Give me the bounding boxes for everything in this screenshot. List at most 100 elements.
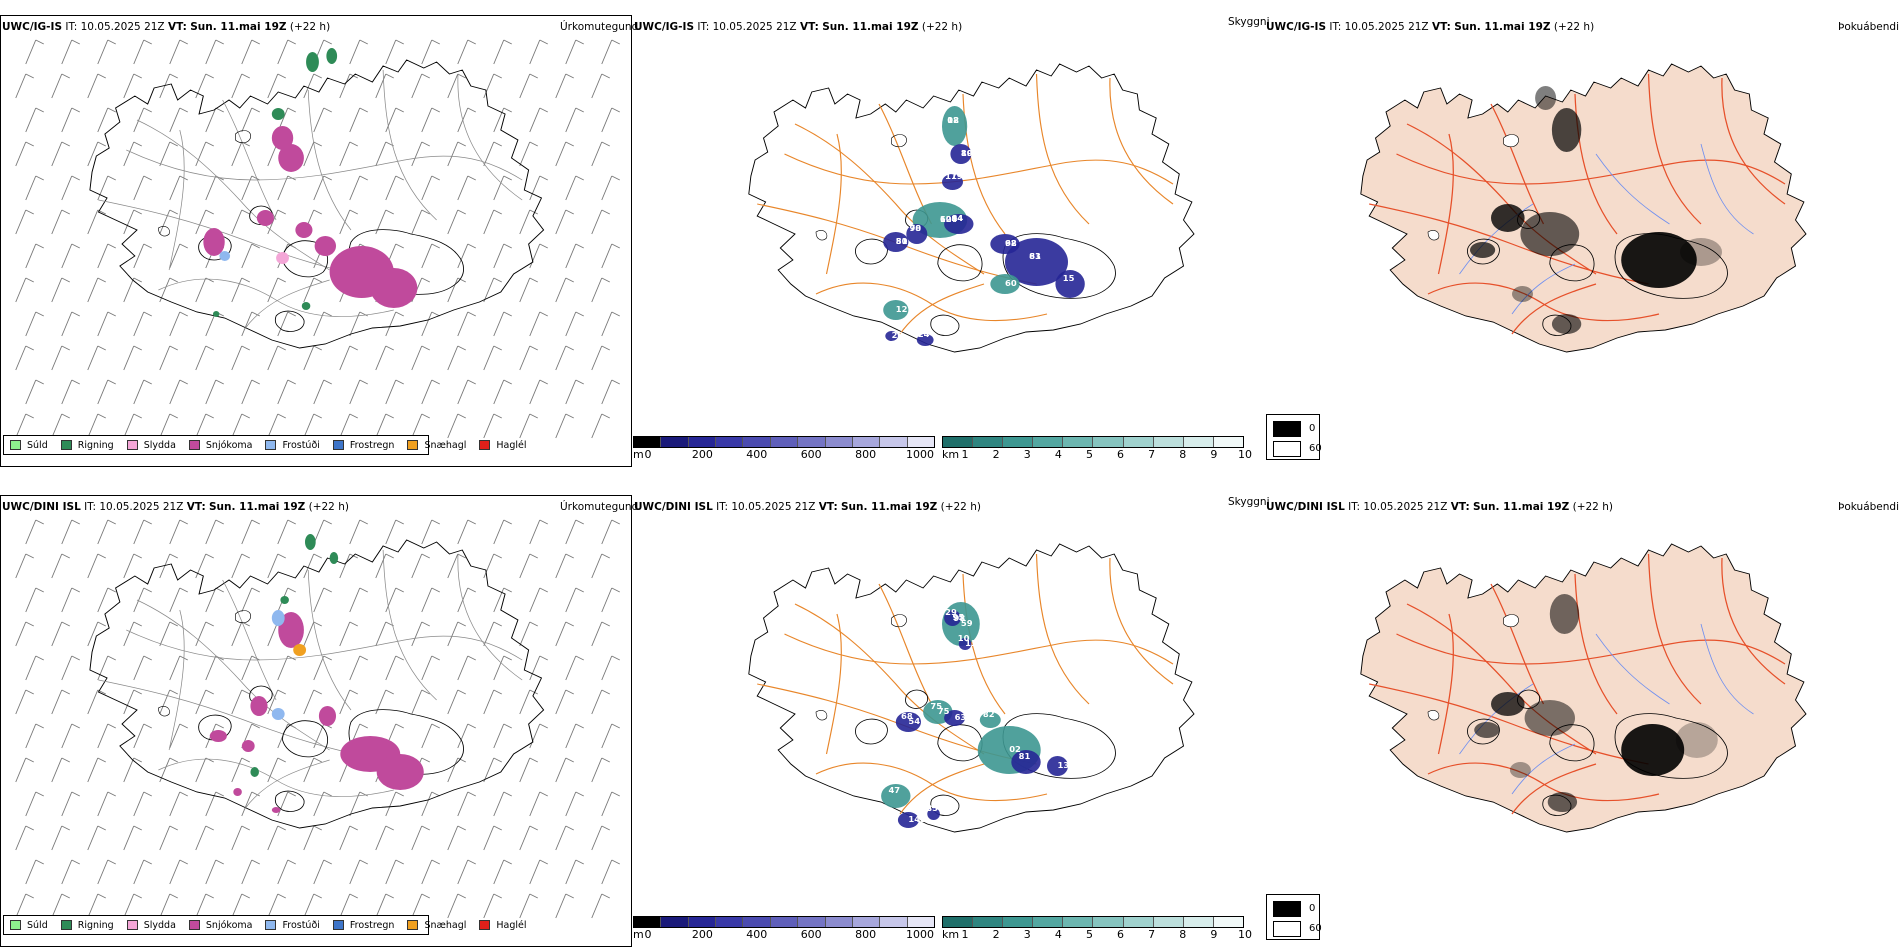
wind-barb	[195, 73, 214, 99]
legend-label: Snjókoma	[205, 439, 253, 451]
river-line	[1459, 683, 1534, 755]
wind-barb	[123, 825, 142, 851]
rain-area	[271, 108, 285, 120]
colorbar-segment	[798, 917, 826, 927]
colorbar-segment	[634, 917, 662, 927]
wind-barb	[25, 587, 44, 613]
value-label: 75	[938, 706, 950, 716]
wind-barb	[159, 621, 178, 647]
wind-barb	[385, 791, 404, 817]
wind-barb	[411, 689, 430, 715]
wind-barb	[375, 553, 394, 579]
wind-barb	[591, 141, 610, 167]
wind-barb	[97, 859, 116, 885]
wind-barb	[601, 311, 620, 337]
wind-barb	[447, 553, 466, 579]
wind-barb	[159, 689, 178, 715]
road-line	[899, 763, 985, 815]
value-label: 70	[909, 223, 921, 233]
wind-barb	[555, 689, 574, 715]
legend-swatch	[479, 440, 491, 450]
wind-barb	[159, 345, 178, 371]
fog-legend-label: 0	[1309, 903, 1316, 914]
wind-barb	[421, 587, 440, 613]
wind-barb	[61, 723, 80, 749]
wind-barb	[601, 587, 620, 613]
wind-barb	[519, 553, 538, 579]
run-header-bottom: UWC/DINI ISL IT: 10.05.2025 21Z VT: Sun.…	[2, 501, 349, 513]
glacier-outline	[274, 790, 305, 812]
colorbar-tick-label: 1000	[906, 448, 934, 461]
wind-barb	[457, 723, 476, 749]
legend-label: Súld	[27, 439, 48, 451]
wind-barb	[313, 379, 332, 405]
glacier-outline	[855, 238, 888, 265]
wind-barb	[421, 175, 440, 201]
precip-type-map-top	[15, 39, 620, 439]
wind-barb	[241, 791, 260, 817]
wind-barb	[555, 209, 574, 235]
fog-area	[1535, 86, 1557, 110]
wind-barb	[519, 209, 538, 235]
wind-barb	[555, 825, 574, 851]
wind-barb	[61, 791, 80, 817]
wind-barb	[447, 277, 466, 303]
colorbar-segment	[825, 917, 853, 927]
coastline	[748, 543, 1195, 833]
fog-area	[1512, 286, 1533, 302]
low-cloud-area	[944, 710, 966, 726]
value-label: 11	[965, 638, 977, 648]
legend-item-6: Snæhagl	[407, 920, 466, 931]
wind-barb	[385, 107, 404, 133]
wind-barb	[231, 825, 250, 851]
wind-barb	[277, 379, 296, 405]
wind-barb	[51, 73, 70, 99]
wind-barb	[447, 621, 466, 647]
colorbar-segment	[1123, 437, 1154, 447]
wind-barb	[375, 345, 394, 371]
wind-barb	[241, 519, 260, 545]
wind-barb	[519, 893, 538, 919]
wind-barb	[493, 243, 512, 269]
wind-barb	[169, 587, 188, 613]
wind-barb	[591, 209, 610, 235]
wind-barb	[483, 141, 502, 167]
legend-item-4: Frostúði	[265, 440, 320, 451]
wind-barb	[61, 379, 80, 405]
wind-barb	[447, 73, 466, 99]
value-label: 624	[940, 214, 958, 224]
wind-barb	[205, 519, 224, 545]
wind-barb	[195, 689, 214, 715]
road-line	[1437, 133, 1454, 275]
wind-barb	[133, 39, 152, 65]
legend-item-0: Súld	[10, 440, 48, 451]
wind-barb	[349, 379, 368, 405]
wind-barb	[267, 689, 286, 715]
wind-barb	[339, 141, 358, 167]
wind-barb	[447, 413, 466, 439]
wind-barb	[565, 39, 584, 65]
init-time: 10.05.2025 21Z	[712, 21, 797, 33]
snow-area	[278, 612, 304, 648]
road-line	[1721, 557, 1786, 685]
glacier-outline	[1467, 718, 1500, 745]
wind-barb	[277, 175, 296, 201]
wind-barb	[483, 73, 502, 99]
wind-barb	[375, 209, 394, 235]
low-cloud-area	[1047, 756, 1068, 776]
wind-barb	[411, 893, 430, 919]
wind-barb	[51, 141, 70, 167]
wind-barb	[313, 587, 332, 613]
wind-barb	[97, 311, 116, 337]
wind-barb	[601, 107, 620, 133]
vt-label: VT:	[818, 501, 838, 513]
road-line	[382, 69, 437, 221]
colorbar-tick-label: 1	[961, 928, 969, 941]
road-line	[1511, 283, 1597, 335]
lake	[815, 230, 828, 241]
legend-item-2: Slydda	[126, 440, 176, 451]
lead-time: (+22 h)	[308, 501, 349, 513]
colorbar-tick-label: 9	[1210, 448, 1218, 461]
road-line	[307, 89, 352, 231]
wind-barb	[591, 413, 610, 439]
